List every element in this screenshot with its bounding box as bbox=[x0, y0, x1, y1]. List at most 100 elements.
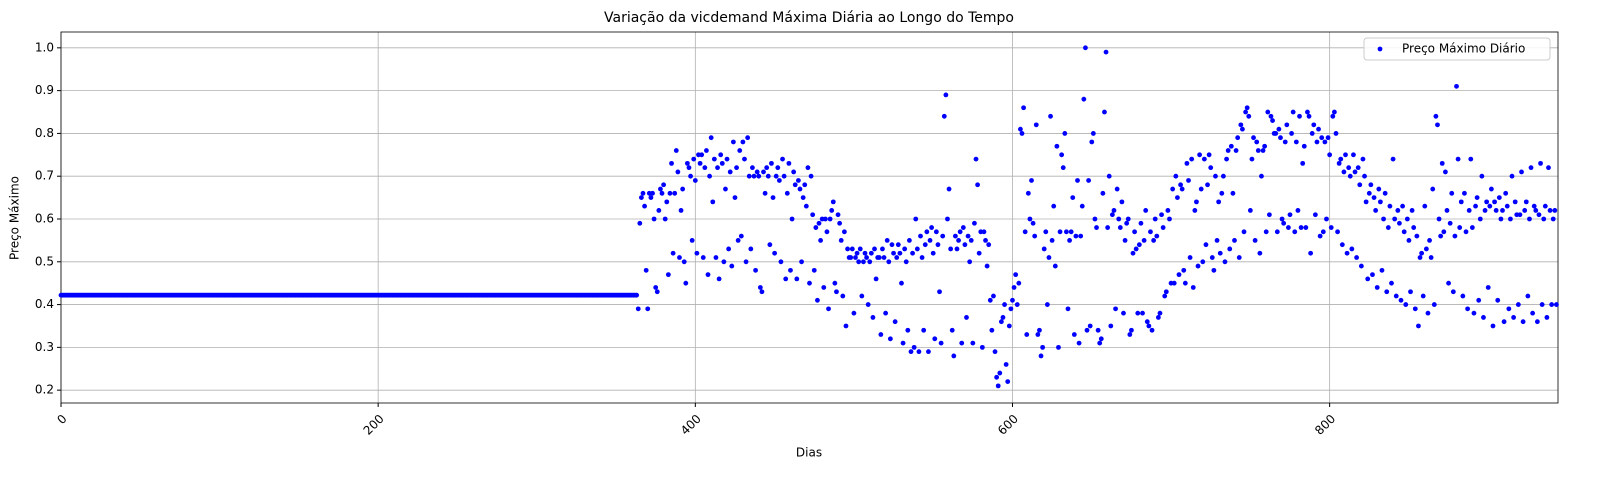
point bbox=[1000, 315, 1006, 320]
point bbox=[1346, 165, 1352, 171]
point bbox=[1021, 105, 1026, 111]
point bbox=[1090, 131, 1096, 136]
point bbox=[834, 289, 839, 295]
point bbox=[680, 186, 686, 192]
point bbox=[1266, 212, 1272, 218]
point bbox=[1024, 332, 1030, 337]
point bbox=[1469, 225, 1475, 230]
point bbox=[1312, 212, 1318, 218]
point bbox=[754, 169, 760, 175]
point bbox=[1249, 156, 1255, 162]
point bbox=[1362, 173, 1367, 179]
point bbox=[1322, 139, 1328, 145]
point bbox=[1068, 229, 1074, 235]
point bbox=[700, 255, 706, 260]
point bbox=[764, 165, 770, 171]
point bbox=[1441, 229, 1447, 235]
point bbox=[1136, 242, 1142, 248]
point bbox=[1395, 208, 1401, 213]
point bbox=[924, 229, 930, 235]
point bbox=[1044, 302, 1050, 307]
point bbox=[1387, 203, 1393, 209]
point bbox=[734, 165, 739, 171]
point bbox=[1463, 229, 1469, 235]
point bbox=[784, 190, 790, 196]
point bbox=[707, 173, 712, 179]
point bbox=[1162, 293, 1168, 299]
point bbox=[832, 280, 838, 286]
point bbox=[843, 323, 849, 329]
point bbox=[818, 237, 824, 243]
point bbox=[1111, 208, 1117, 213]
point bbox=[737, 148, 743, 153]
point bbox=[1002, 302, 1007, 307]
point bbox=[907, 237, 912, 243]
point bbox=[1208, 165, 1214, 171]
point bbox=[946, 186, 952, 192]
point bbox=[918, 233, 923, 239]
point bbox=[989, 327, 995, 333]
point bbox=[943, 92, 949, 98]
point bbox=[767, 242, 773, 248]
point bbox=[1446, 280, 1451, 286]
point bbox=[1078, 233, 1084, 239]
point bbox=[1452, 233, 1458, 239]
point bbox=[1103, 49, 1109, 55]
point bbox=[1127, 332, 1133, 337]
point bbox=[743, 259, 749, 265]
point bbox=[1536, 212, 1542, 218]
point bbox=[732, 195, 738, 201]
point bbox=[1306, 113, 1312, 119]
point bbox=[756, 173, 762, 179]
point bbox=[1338, 156, 1344, 162]
point bbox=[1255, 148, 1261, 153]
point bbox=[1232, 237, 1237, 243]
point bbox=[1051, 203, 1057, 209]
point bbox=[1332, 109, 1337, 115]
point bbox=[986, 242, 992, 248]
point bbox=[873, 276, 879, 282]
point bbox=[887, 336, 893, 342]
point bbox=[1379, 267, 1385, 273]
point bbox=[1481, 315, 1486, 320]
point bbox=[776, 178, 782, 183]
point bbox=[1298, 225, 1304, 230]
point bbox=[941, 113, 947, 119]
point bbox=[1263, 229, 1269, 235]
point bbox=[643, 267, 649, 273]
point bbox=[1509, 173, 1515, 179]
point bbox=[642, 203, 647, 209]
point bbox=[815, 297, 820, 303]
point bbox=[664, 199, 670, 205]
point bbox=[905, 327, 911, 333]
point bbox=[686, 165, 692, 171]
point bbox=[659, 190, 665, 196]
point bbox=[1149, 327, 1155, 333]
point bbox=[1087, 323, 1093, 329]
point bbox=[908, 349, 914, 355]
point bbox=[1447, 220, 1453, 226]
point bbox=[949, 327, 955, 333]
point bbox=[1013, 272, 1019, 278]
point bbox=[640, 190, 646, 196]
point bbox=[1163, 289, 1169, 295]
point bbox=[933, 229, 939, 235]
point bbox=[1071, 332, 1077, 337]
point bbox=[919, 255, 925, 260]
point bbox=[821, 285, 827, 290]
point bbox=[1349, 246, 1355, 252]
point bbox=[889, 242, 895, 248]
point bbox=[1435, 122, 1440, 128]
point bbox=[1341, 169, 1347, 175]
point bbox=[995, 383, 1001, 389]
point bbox=[1060, 165, 1066, 171]
point bbox=[913, 216, 919, 222]
point bbox=[835, 212, 841, 218]
point bbox=[813, 225, 819, 230]
point bbox=[1476, 297, 1482, 303]
point bbox=[1488, 186, 1494, 192]
point bbox=[951, 353, 957, 359]
point bbox=[1403, 302, 1409, 307]
point bbox=[1392, 216, 1398, 222]
point bbox=[937, 289, 942, 295]
